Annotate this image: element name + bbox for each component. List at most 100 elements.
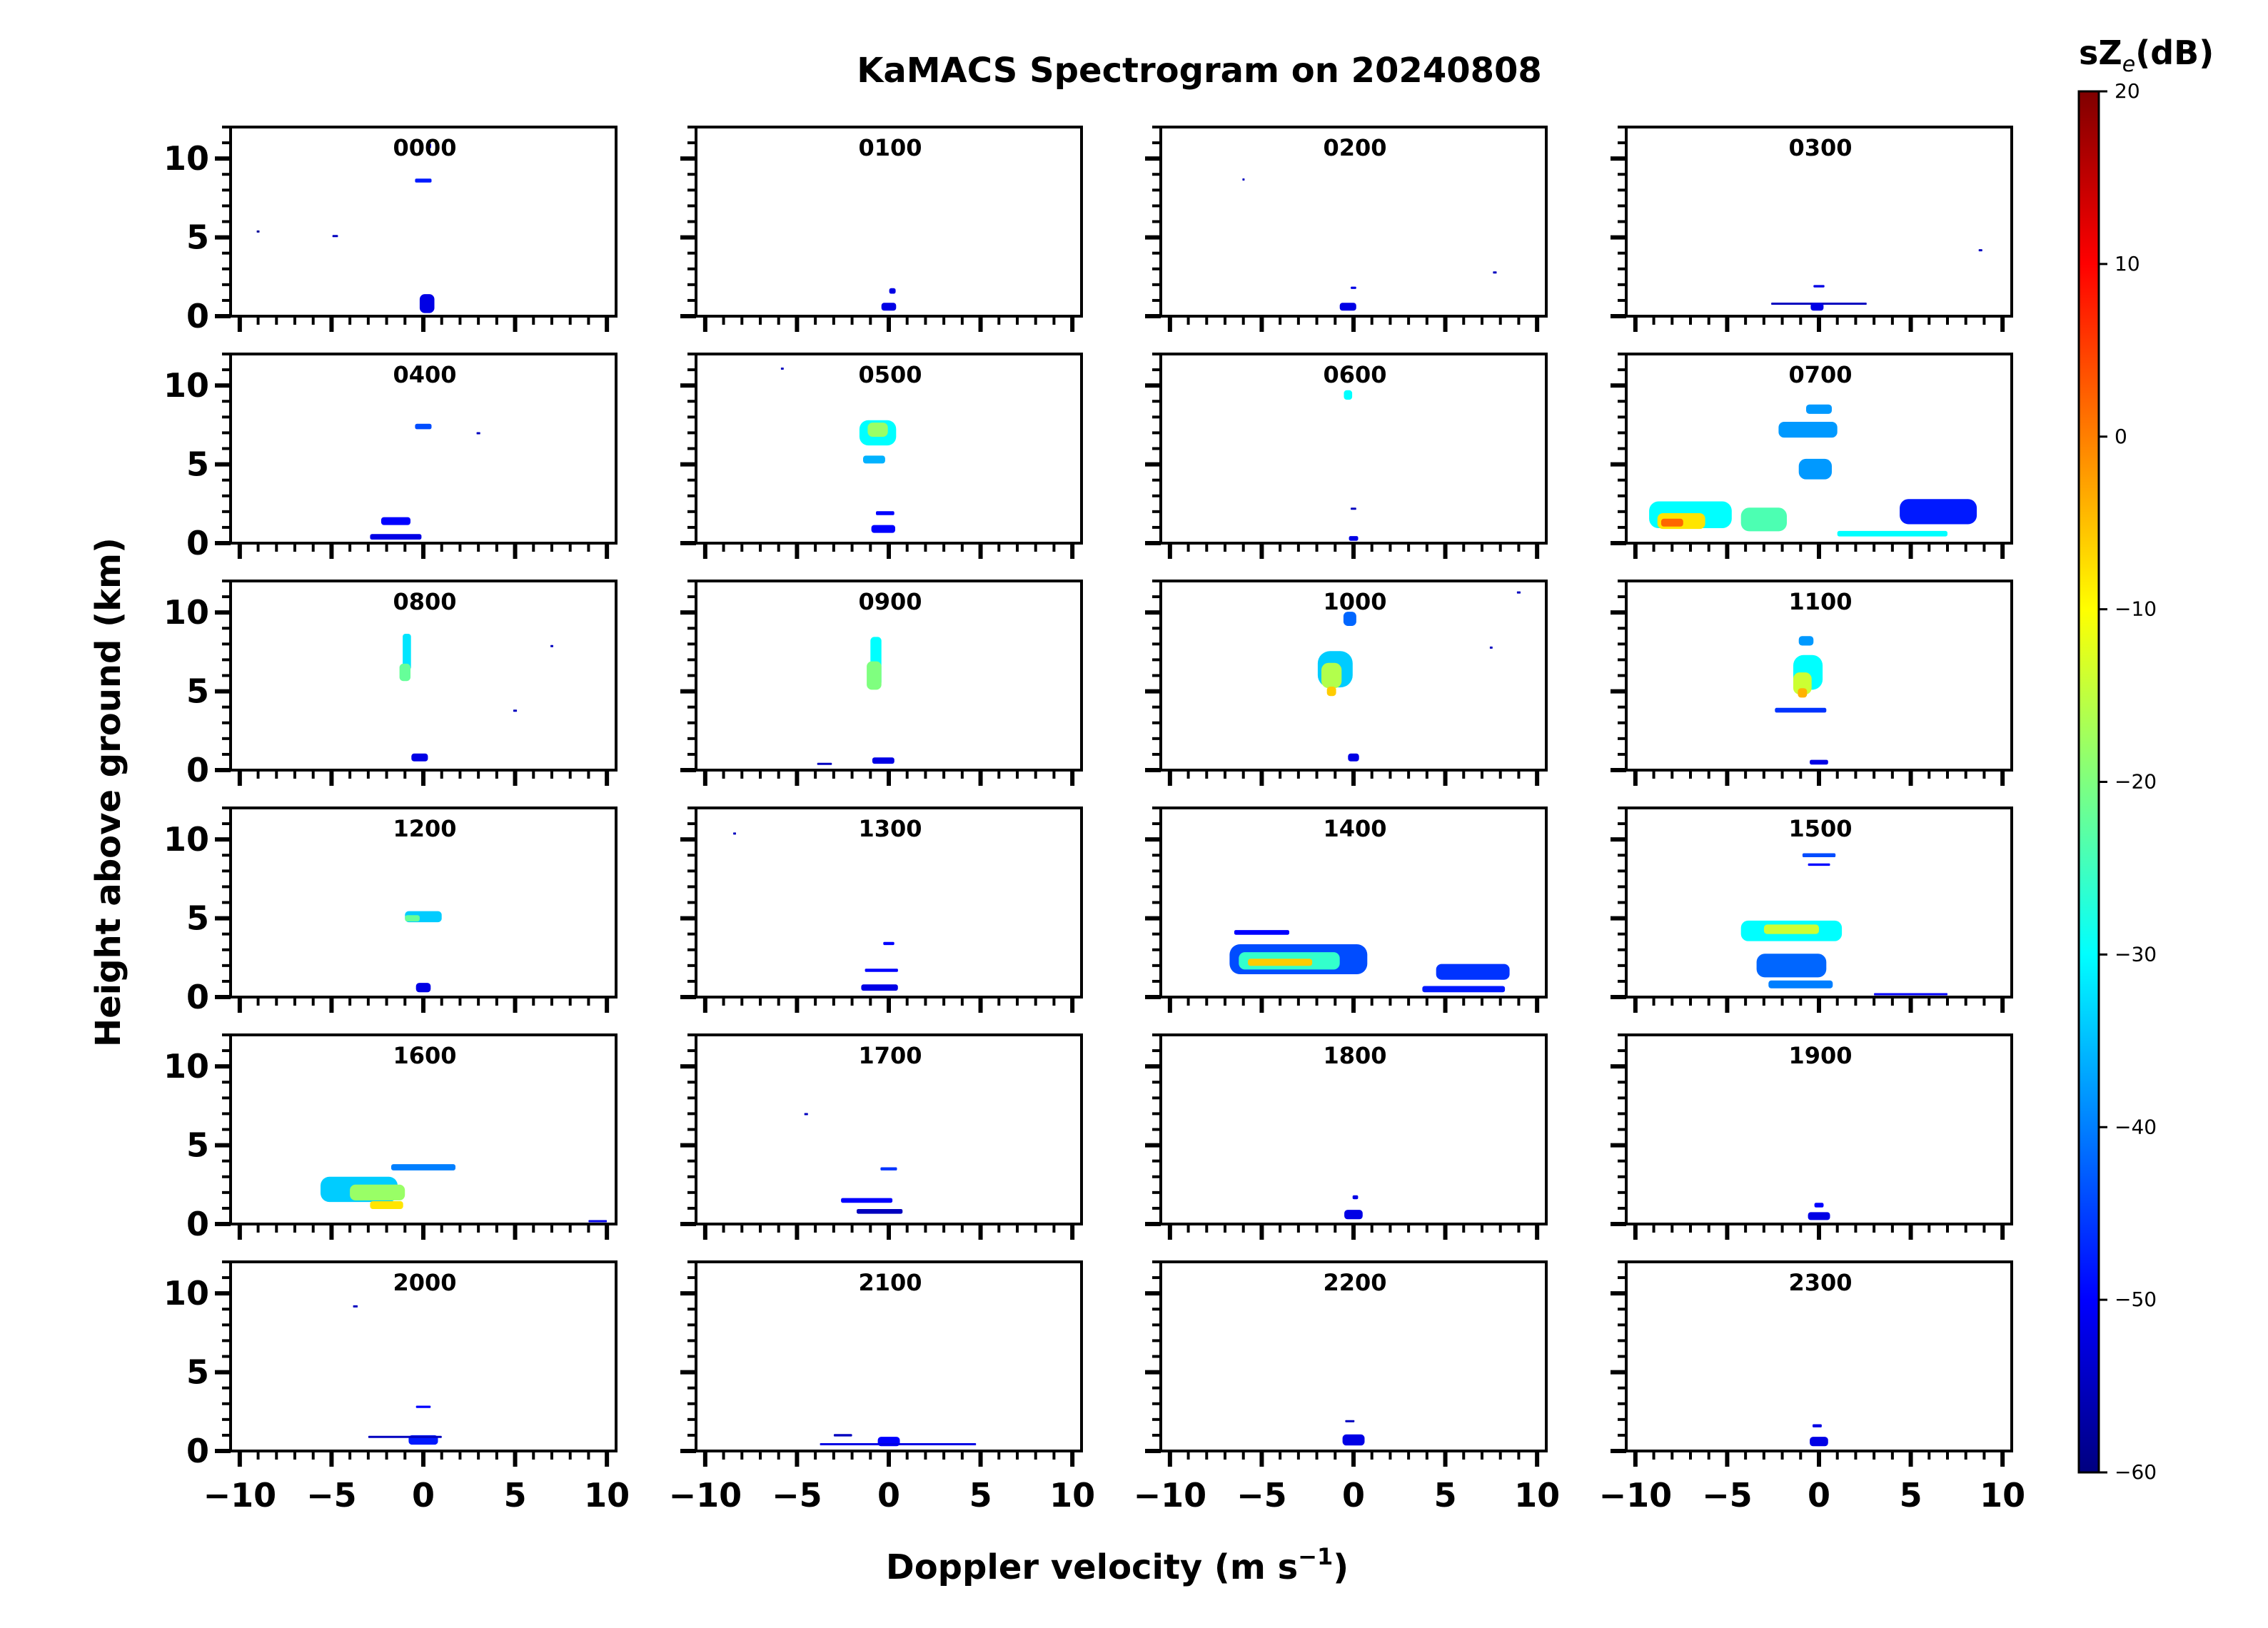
echo-region bbox=[476, 432, 480, 435]
panel-time-label: 0300 bbox=[1788, 134, 1852, 161]
echo-region bbox=[1343, 612, 1356, 626]
x-tick-label: −10 bbox=[1134, 1476, 1207, 1515]
echo-region bbox=[1342, 1434, 1365, 1446]
panel-time-label: 0900 bbox=[858, 588, 922, 615]
y-tick-label: 10 bbox=[163, 1274, 209, 1313]
x-axis-label-suffix: ) bbox=[1333, 1547, 1349, 1587]
panel-1300: 1300 bbox=[680, 807, 1083, 1013]
y-tick-label: 5 bbox=[186, 445, 209, 484]
y-tick-label: 5 bbox=[186, 1353, 209, 1392]
echo-region bbox=[1778, 422, 1838, 438]
panel-time-label: 0700 bbox=[1788, 361, 1852, 388]
echo-region bbox=[1813, 285, 1825, 288]
echo-region bbox=[1493, 271, 1497, 274]
panel-echoes bbox=[1740, 853, 1947, 996]
x-tick-label: 0 bbox=[877, 1476, 900, 1515]
panel-time-label: 0000 bbox=[393, 134, 456, 161]
panel-background bbox=[231, 354, 616, 543]
echo-region bbox=[841, 1198, 893, 1203]
y-tick-label: 0 bbox=[186, 1205, 209, 1243]
panel-background bbox=[231, 1262, 616, 1451]
echo-region bbox=[415, 178, 432, 183]
panel-echoes bbox=[804, 1113, 903, 1214]
echo-region bbox=[403, 634, 411, 670]
panel-background bbox=[1626, 1035, 2012, 1224]
panel-echoes bbox=[1344, 1195, 1363, 1220]
echo-region bbox=[733, 832, 736, 835]
echo-region bbox=[1793, 672, 1812, 694]
echo-region bbox=[1436, 964, 1510, 980]
echo-region bbox=[1740, 507, 1787, 532]
panel-time-label: 1400 bbox=[1323, 815, 1386, 842]
y-tick-label: 10 bbox=[163, 1047, 209, 1086]
panel-2100: 2100 −10 −5 0 5 10 bbox=[669, 1260, 1095, 1515]
panel-time-label: 1600 bbox=[393, 1042, 456, 1069]
echo-region bbox=[1348, 753, 1359, 762]
panel-2000: 2000 0 5 10 −10 −5 0 5 10 bbox=[163, 1260, 630, 1515]
echo-region bbox=[1798, 458, 1832, 480]
echo-region bbox=[370, 534, 422, 540]
panel-time-label: 0800 bbox=[393, 588, 456, 615]
echo-region bbox=[1810, 303, 1824, 311]
x-tick-label: 5 bbox=[1900, 1476, 1922, 1515]
y-tick-label: 10 bbox=[163, 593, 209, 632]
panel-time-label: 0500 bbox=[858, 361, 922, 388]
panel-time-label: 0400 bbox=[393, 361, 456, 388]
echo-region bbox=[353, 1305, 358, 1308]
echo-region bbox=[1489, 646, 1493, 649]
panel-1000: 1000 bbox=[1145, 580, 1548, 786]
panel-time-label: 1200 bbox=[393, 815, 456, 842]
x-tick-label: 0 bbox=[1808, 1476, 1830, 1515]
echo-region bbox=[1814, 1203, 1824, 1208]
echo-region bbox=[399, 663, 410, 682]
echo-region bbox=[1349, 536, 1359, 541]
colorbar-tick-label: −10 bbox=[2115, 597, 2157, 621]
echo-region bbox=[1352, 1195, 1359, 1200]
panel-background bbox=[231, 581, 616, 770]
echo-region bbox=[332, 235, 338, 238]
echo-region bbox=[411, 753, 428, 762]
panel-echoes bbox=[1317, 591, 1521, 762]
echo-region bbox=[1798, 688, 1808, 698]
colorbar-tick-label: −40 bbox=[2115, 1115, 2157, 1138]
x-tick-label: −5 bbox=[1236, 1476, 1287, 1515]
x-tick-label: 0 bbox=[412, 1476, 435, 1515]
echo-region bbox=[863, 455, 885, 464]
echo-region bbox=[880, 1167, 897, 1171]
colorbar-label-sub: e bbox=[2122, 52, 2135, 77]
panel-background bbox=[1161, 1035, 1546, 1224]
echo-region bbox=[1516, 591, 1521, 594]
panel-time-label: 0600 bbox=[1323, 361, 1386, 388]
echo-region bbox=[256, 230, 260, 233]
x-tick-label: 5 bbox=[969, 1476, 992, 1515]
echo-region bbox=[881, 303, 897, 311]
colorbar-gradient bbox=[2077, 90, 2100, 1474]
colorbar: sZe(dB) 20 10 0 −10 −20 −30 −40 −50 −60 bbox=[2077, 34, 2214, 1484]
echo-region bbox=[1351, 507, 1356, 510]
echo-region bbox=[391, 1164, 455, 1171]
panel-echoes bbox=[881, 288, 897, 311]
echo-region bbox=[405, 915, 420, 921]
echo-region bbox=[1806, 404, 1832, 414]
panel-background bbox=[231, 127, 616, 316]
echo-region bbox=[415, 1405, 431, 1408]
y-tick-label: 10 bbox=[163, 366, 209, 405]
panel-1600: 1600 0 5 10 bbox=[163, 1033, 618, 1243]
x-tick-label: −5 bbox=[772, 1476, 822, 1515]
y-tick-label: 0 bbox=[186, 1432, 209, 1470]
y-tick-label: 5 bbox=[186, 218, 209, 257]
panel-1400: 1400 bbox=[1145, 807, 1548, 1013]
colorbar-ticks: 20 10 0 −10 −20 −30 −40 −50 −60 bbox=[2099, 79, 2157, 1484]
panel-echoes bbox=[370, 423, 480, 540]
y-tick-label: 5 bbox=[186, 899, 209, 938]
panel-1200: 1200 0 5 10 bbox=[163, 807, 618, 1016]
echo-region bbox=[817, 762, 832, 765]
x-tick-label: −10 bbox=[203, 1476, 277, 1515]
echo-region bbox=[1808, 863, 1830, 866]
panel-echoes bbox=[1342, 1420, 1365, 1446]
echo-region bbox=[1756, 954, 1827, 978]
panel-background bbox=[1626, 127, 2012, 316]
x-tick-label: −10 bbox=[669, 1476, 742, 1515]
